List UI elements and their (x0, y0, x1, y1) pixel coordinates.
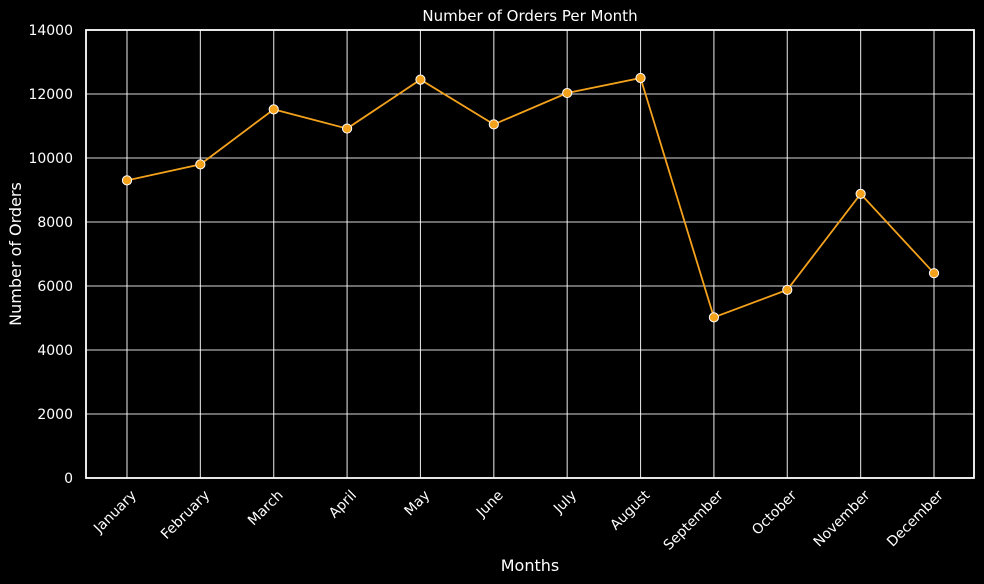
data-point-marker (415, 74, 426, 85)
y-tick-label: 10000 (28, 151, 73, 167)
series-polyline (126, 76, 935, 319)
x-axis-label: Months (501, 556, 559, 575)
data-point-marker (635, 72, 646, 84)
data-point-marker (121, 175, 133, 186)
series-line (121, 72, 940, 323)
chart-title: Number of Orders Per Month (422, 7, 637, 25)
y-tick-label: 0 (64, 471, 73, 487)
y-tick-label: 6000 (37, 279, 73, 295)
data-point-marker (488, 119, 499, 130)
data-point-marker (782, 284, 793, 295)
y-tick-label: 14000 (28, 23, 73, 39)
data-point-marker (562, 87, 573, 99)
y-tick-label: 12000 (28, 87, 73, 103)
plot-frame (85, 29, 975, 479)
data-point-marker (195, 159, 206, 170)
y-tick-label: 2000 (37, 407, 73, 423)
data-point-marker (928, 268, 940, 279)
data-point-marker (708, 312, 720, 323)
data-point-marker (341, 123, 353, 134)
data-point-marker (268, 104, 279, 115)
y-tick-label: 8000 (37, 215, 73, 231)
y-tick-label: 4000 (37, 343, 73, 359)
y-axis-label: Number of Orders (6, 182, 25, 326)
data-point-marker (855, 188, 866, 199)
y-tick-labels: 0 2000 4000 6000 8000 10000 12000 14000 (28, 23, 73, 487)
